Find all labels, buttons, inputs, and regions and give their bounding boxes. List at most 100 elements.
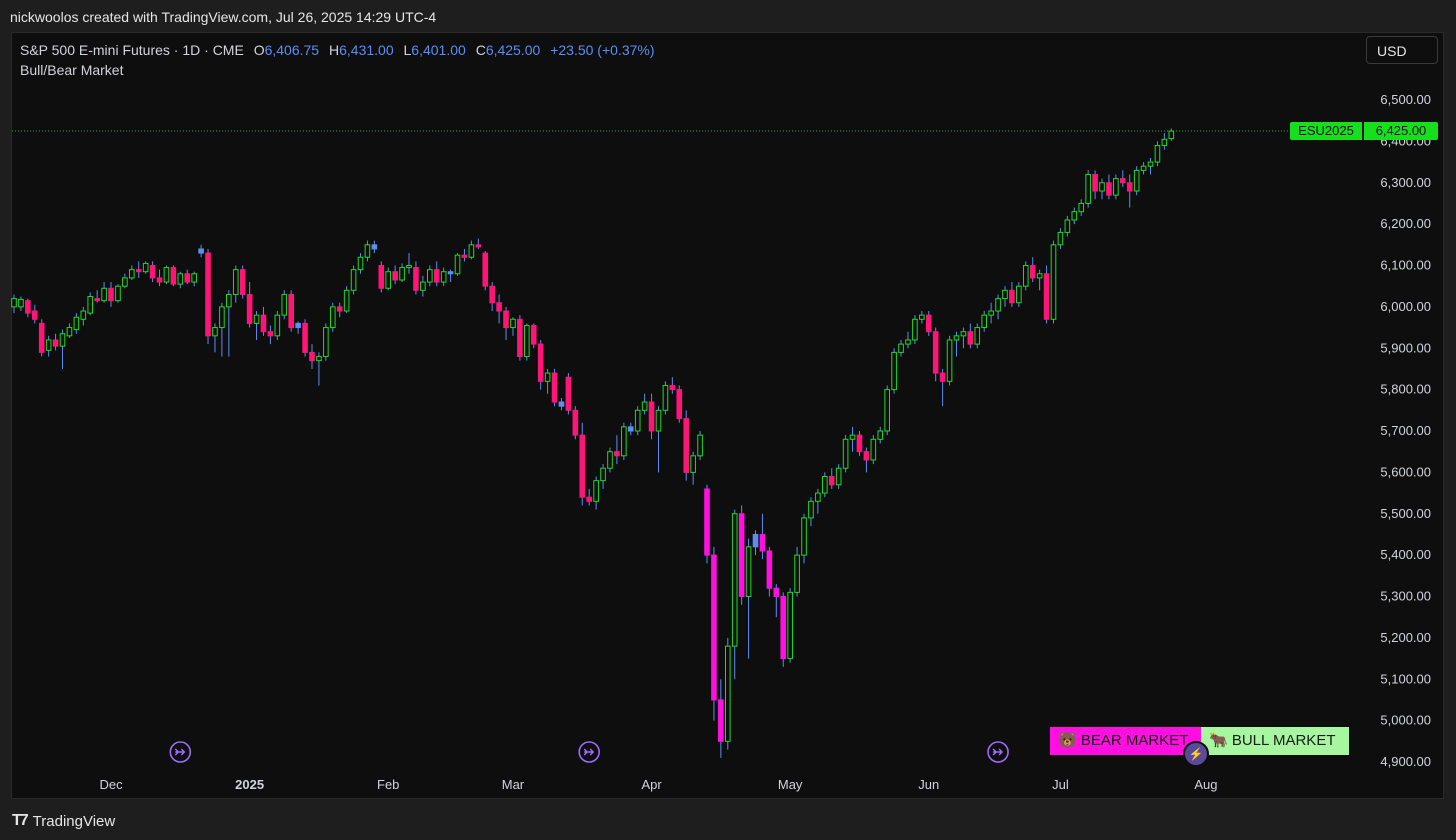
candle-body xyxy=(309,351,315,362)
candle-body xyxy=(1099,182,1105,192)
x-tick-label: Jun xyxy=(918,777,939,792)
candle-body xyxy=(212,327,218,337)
y-tick-label: 5,600.00 xyxy=(1380,464,1431,479)
x-tick-label: Jul xyxy=(1052,777,1069,792)
candle-body xyxy=(787,591,793,660)
candle-body xyxy=(738,513,745,597)
candle-body xyxy=(835,467,842,486)
lightning-icon[interactable]: ⚡ xyxy=(1183,741,1209,767)
candle-body xyxy=(1078,202,1085,213)
candle-body xyxy=(1085,173,1091,204)
x-tick-label: Apr xyxy=(641,777,662,792)
attribution-text: nickwoolos created with TradingView.com,… xyxy=(10,9,437,25)
candle-body xyxy=(745,546,752,597)
candle-body xyxy=(198,248,204,254)
candle-body xyxy=(794,554,800,593)
top-bar: nickwoolos created with TradingView.com,… xyxy=(0,0,1456,32)
x-tick-label: Feb xyxy=(377,777,399,792)
candle-body xyxy=(129,269,135,279)
candle-body xyxy=(884,389,890,432)
candle-body xyxy=(676,389,683,420)
candle-body xyxy=(122,277,128,287)
candle-body xyxy=(551,372,558,403)
candle-body xyxy=(953,335,960,341)
tradingview-logo[interactable]: T7 TradingView xyxy=(12,812,115,830)
candle-body xyxy=(593,480,599,502)
candle-body xyxy=(752,533,759,548)
candle-body xyxy=(482,252,489,287)
candle-body xyxy=(336,306,343,312)
candle-body xyxy=(1154,145,1161,163)
candle-body xyxy=(288,293,294,329)
candle-body xyxy=(766,550,773,589)
candle-body xyxy=(849,434,856,440)
candle-body xyxy=(253,314,260,324)
candle-body xyxy=(447,271,454,275)
last-price-tag: 6,425.00 xyxy=(1364,122,1438,140)
y-tick-label: 6,500.00 xyxy=(1380,92,1431,107)
candle-body xyxy=(960,331,967,337)
candle-body xyxy=(1106,182,1112,196)
candle-body xyxy=(690,455,696,473)
y-tick-label: 4,900.00 xyxy=(1380,754,1431,769)
y-tick-label: 6,000.00 xyxy=(1380,299,1431,314)
candle-body xyxy=(530,324,537,345)
symbol-price-tag: ESU2025 xyxy=(1290,122,1362,140)
open-key: O xyxy=(253,42,265,58)
close-value: 6,425.00 xyxy=(485,42,541,58)
candle-body xyxy=(496,302,502,312)
x-tick-label: May xyxy=(778,777,803,792)
candle-body xyxy=(323,327,329,358)
candle-body xyxy=(115,285,121,302)
candle-body xyxy=(759,533,766,552)
candle-body xyxy=(939,372,946,382)
y-tick-label: 6,300.00 xyxy=(1380,175,1431,190)
currency-button[interactable]: USD xyxy=(1366,36,1438,64)
candle-body xyxy=(627,426,634,432)
candle-body xyxy=(621,426,627,457)
candle-body xyxy=(801,517,807,556)
candle-body xyxy=(489,285,495,304)
candle-body xyxy=(1002,289,1008,300)
candle-body xyxy=(357,256,364,271)
candle-body xyxy=(101,287,107,302)
candle-body xyxy=(239,269,246,295)
symbol-label[interactable]: S&P 500 E-mini Futures · 1D · CME xyxy=(20,42,244,58)
candle-body xyxy=(454,254,461,275)
open-value: 6,406.75 xyxy=(264,42,320,58)
candle-body xyxy=(149,265,156,279)
candle-body xyxy=(718,699,724,742)
high-value: 6,431.00 xyxy=(339,42,394,58)
candle-body xyxy=(905,339,911,345)
candle-body xyxy=(274,314,281,337)
candle-body xyxy=(634,409,641,432)
candle-body xyxy=(586,496,592,502)
candle-body xyxy=(329,306,336,329)
event-marker-arrow xyxy=(992,748,1004,756)
candle-body xyxy=(1043,273,1050,320)
candle-body xyxy=(967,331,974,345)
y-tick-label: 5,900.00 xyxy=(1380,340,1431,355)
candle-body xyxy=(607,451,613,469)
candle-body xyxy=(31,310,38,320)
candle-body xyxy=(1064,219,1071,233)
candle-body xyxy=(371,244,378,250)
candle-body xyxy=(974,327,981,345)
candle-body xyxy=(364,244,371,258)
candle-body xyxy=(45,339,52,351)
candle-body xyxy=(600,467,606,482)
y-tick-label: 5,500.00 xyxy=(1380,506,1431,521)
candle-body xyxy=(1126,182,1133,192)
bull-market-badge: 🐂 BULL MARKET xyxy=(1201,727,1349,755)
candle-body xyxy=(163,267,170,283)
candle-body xyxy=(260,314,267,333)
candle-body xyxy=(808,500,814,519)
candle-body xyxy=(184,273,191,283)
candle-body xyxy=(925,314,932,333)
candle-body xyxy=(704,488,710,556)
indicator-name[interactable]: Bull/Bear Market xyxy=(20,62,124,78)
candle-body xyxy=(18,298,24,308)
candle-body xyxy=(205,252,211,337)
candle-body xyxy=(219,306,225,329)
